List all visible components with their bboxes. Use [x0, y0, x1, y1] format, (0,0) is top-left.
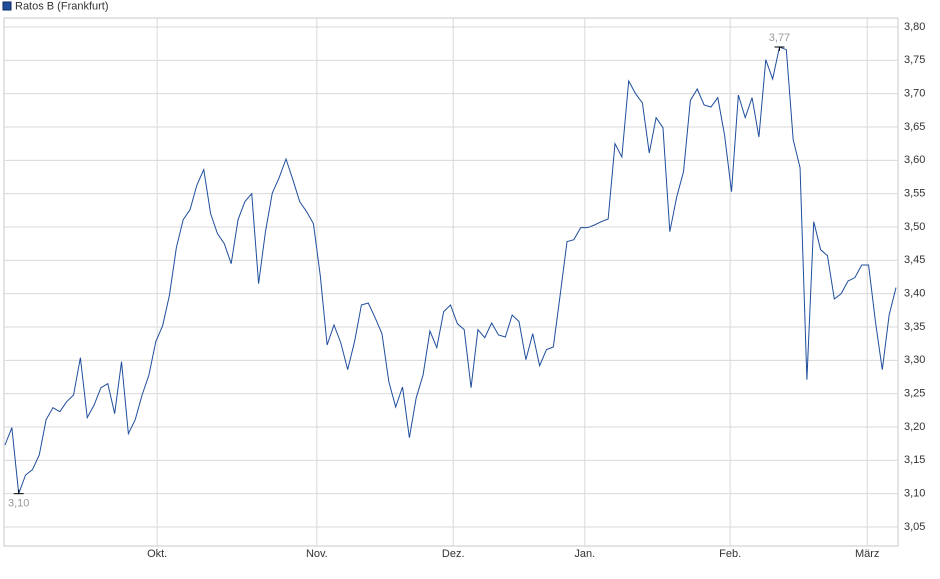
x-tick-label: Nov. — [306, 548, 328, 560]
y-tick-label: 3,55 — [904, 188, 925, 200]
x-tick-label: Dez. — [442, 548, 465, 560]
annotation-label: 3,10 — [8, 498, 29, 510]
legend-swatch — [2, 1, 12, 11]
y-tick-label: 3,35 — [904, 321, 925, 333]
x-tick-label: Okt. — [147, 548, 167, 560]
price-line — [4, 46, 897, 494]
y-tick-label: 3,75 — [904, 54, 925, 66]
y-tick-label: 3,70 — [904, 88, 925, 100]
plot-frame — [3, 17, 899, 547]
y-tick-label: 3,65 — [904, 121, 925, 133]
y-tick-label: 3,40 — [904, 288, 925, 300]
y-tick-label: 3,20 — [904, 421, 925, 433]
y-tick-label: 3,30 — [904, 354, 925, 366]
y-tick-label: 3,45 — [904, 254, 925, 266]
x-tick-label: Jan. — [574, 548, 595, 560]
x-tick-label: Feb. — [719, 548, 741, 560]
annotation-label: 3,77 — [769, 32, 790, 44]
legend-label: Ratos B (Frankfurt) — [15, 0, 109, 12]
y-tick-label: 3,50 — [904, 221, 925, 233]
y-tick-label: 3,05 — [904, 521, 925, 533]
y-tick-label: 3,10 — [904, 488, 925, 500]
x-tick-label: März — [855, 548, 879, 560]
y-tick-label: 3,15 — [904, 454, 925, 466]
y-tick-label: 3,25 — [904, 388, 925, 400]
y-tick-label: 3,60 — [904, 154, 925, 166]
y-tick-label: 3,80 — [904, 21, 925, 33]
